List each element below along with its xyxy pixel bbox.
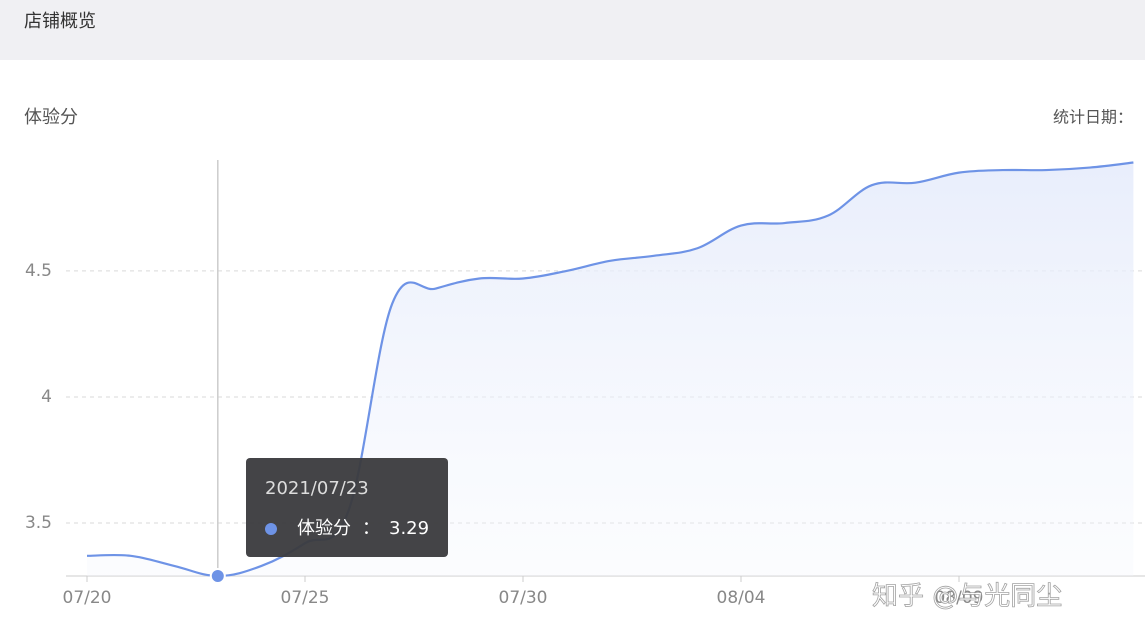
- tooltip-title: 2021/07/23: [265, 478, 369, 499]
- y-tick-label: 4.5: [25, 261, 52, 281]
- y-tick-label: 4: [41, 387, 52, 407]
- tooltip-box: [246, 458, 448, 557]
- date-label: 统计日期：: [1053, 108, 1133, 127]
- x-tick-label: 08/04: [717, 588, 766, 608]
- tooltip-swatch: [265, 523, 277, 535]
- series-line: [86, 161, 1134, 578]
- chart-title: 体验分: [24, 107, 78, 128]
- tooltip-separator: ：: [362, 518, 380, 539]
- tooltip-name: 体验分: [297, 518, 351, 539]
- y-tick-label: 3.5: [25, 513, 52, 533]
- x-tick-label: 08/09: [935, 588, 984, 608]
- header-band: [0, 0, 1145, 60]
- area: [87, 162, 1134, 576]
- header-title: 店铺概览: [24, 11, 96, 32]
- hover-point: [209, 568, 226, 584]
- watermark: 知乎 @与光同尘: [872, 582, 1062, 612]
- tooltip-value: 3.29: [389, 518, 429, 539]
- x-tick-label: 07/25: [281, 588, 330, 608]
- x-tick-label: 07/30: [499, 588, 548, 608]
- x-tick-label: 07/20: [63, 588, 112, 608]
